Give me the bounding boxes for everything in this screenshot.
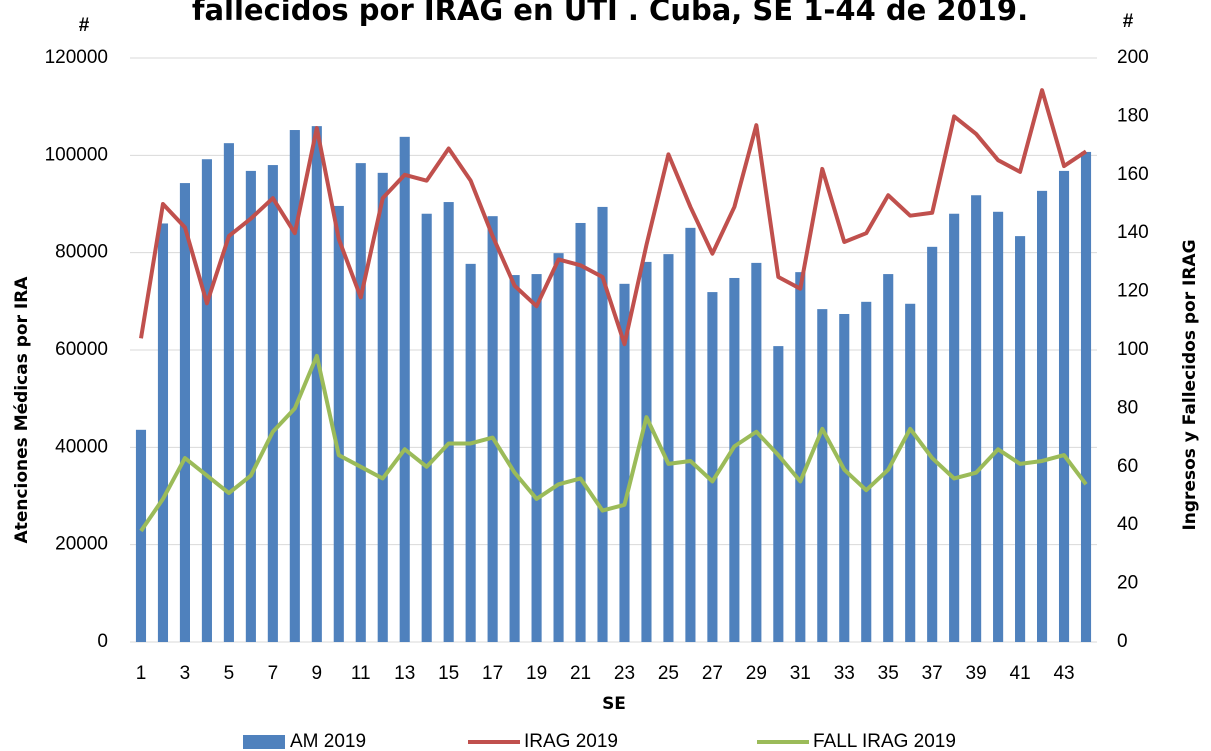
bar <box>707 292 718 642</box>
y2-tick-label: 160 <box>1117 164 1149 185</box>
bar <box>729 277 740 642</box>
bar <box>531 274 542 642</box>
x-axis-label: SE <box>602 694 626 714</box>
bar <box>1037 190 1048 643</box>
bar <box>817 309 828 642</box>
bar <box>795 272 806 642</box>
x-tick-label: 43 <box>1053 663 1074 684</box>
y2-tick-label: 40 <box>1117 514 1138 535</box>
bar <box>443 202 454 642</box>
x-tick-label: 37 <box>922 663 943 684</box>
bar <box>311 126 322 643</box>
x-tick-label: 23 <box>614 663 635 684</box>
y2-tick-label: 100 <box>1117 339 1149 360</box>
chart-title: fallecidos por IRAG en UTI . Cuba, SE 1-… <box>192 0 1028 27</box>
bar <box>993 211 1004 642</box>
bar <box>465 263 476 642</box>
y2-tick-label: 140 <box>1117 222 1149 243</box>
bar <box>509 275 520 642</box>
y-tick-label: 80000 <box>55 242 108 263</box>
x-tick-label: 7 <box>268 663 279 684</box>
y2-tick-label: 60 <box>1117 456 1138 477</box>
x-tick-label: 25 <box>658 663 679 684</box>
bar <box>685 227 696 642</box>
bar <box>575 222 586 643</box>
bar <box>1058 170 1070 642</box>
bar <box>267 165 278 643</box>
x-tick-label: 11 <box>351 663 371 684</box>
bar <box>355 163 366 642</box>
bar <box>201 159 212 642</box>
bar <box>751 262 762 642</box>
x-tick-label: 35 <box>878 663 899 684</box>
x-tick-label: 41 <box>1010 663 1031 684</box>
bar <box>949 213 960 642</box>
legend-swatch <box>243 735 285 749</box>
x-tick-label: 3 <box>180 663 191 684</box>
x-tick-label: 17 <box>482 663 503 684</box>
x-tick-label: 27 <box>702 663 723 684</box>
y-tick-label: 120000 <box>45 47 108 68</box>
y-tick-label: 0 <box>97 631 108 652</box>
bar <box>157 223 169 642</box>
x-tick-label: 31 <box>790 663 811 684</box>
bar <box>245 170 256 642</box>
bar <box>597 206 608 643</box>
bar <box>839 313 850 642</box>
x-tick-label: 29 <box>746 663 767 684</box>
y2-unit: # <box>1123 11 1134 32</box>
y-axis-label: Atenciones Médicas por IRA <box>12 276 32 544</box>
bar <box>773 346 784 642</box>
bar <box>1080 151 1092 642</box>
x-tick-label: 33 <box>834 663 855 684</box>
y2-tick-label: 20 <box>1117 573 1138 594</box>
bar <box>399 136 410 642</box>
x-tick-label: 13 <box>394 663 415 684</box>
bar <box>619 283 630 642</box>
bar <box>333 205 344 643</box>
y-tick-label: 40000 <box>55 436 108 457</box>
line-series <box>139 88 1088 347</box>
x-tick-label: 15 <box>438 663 459 684</box>
bar <box>927 246 938 642</box>
bar <box>135 429 147 642</box>
bar <box>487 216 498 642</box>
x-tick-label: 19 <box>526 663 547 684</box>
bar <box>883 274 894 642</box>
x-tick-label: 9 <box>312 663 323 684</box>
legend-label: FALL IRAG 2019 <box>813 731 956 751</box>
bar <box>553 253 564 643</box>
y2-tick-label: 120 <box>1117 281 1149 302</box>
y2-tick-label: 180 <box>1117 105 1149 126</box>
y2-tick-label: 80 <box>1117 397 1138 418</box>
y2-tick-label: 0 <box>1117 631 1128 652</box>
bar <box>905 303 916 642</box>
y-tick-label: 100000 <box>45 144 108 165</box>
x-tick-label: 21 <box>570 663 591 684</box>
bar <box>1015 236 1026 642</box>
y-tick-label: 20000 <box>55 534 108 555</box>
bar <box>641 261 652 642</box>
bar <box>377 172 388 642</box>
bar <box>971 195 982 643</box>
y-tick-label: 60000 <box>55 339 108 360</box>
bar <box>223 143 234 642</box>
x-tick-label: 5 <box>224 663 235 684</box>
y2-tick-label: 200 <box>1117 47 1149 68</box>
line-series <box>139 353 1088 533</box>
bar <box>421 213 432 642</box>
bar <box>289 130 300 642</box>
legend-label: IRAG 2019 <box>524 731 618 751</box>
x-tick-label: 39 <box>966 663 987 684</box>
x-tick-label: 1 <box>136 663 147 684</box>
bar <box>861 301 872 642</box>
y-unit: # <box>79 15 90 36</box>
bar <box>179 183 190 642</box>
bar <box>663 254 674 643</box>
y2-axis-label: Ingresos y Fallecidos por IRAG <box>1180 239 1200 530</box>
legend-label: AM 2019 <box>290 731 366 751</box>
